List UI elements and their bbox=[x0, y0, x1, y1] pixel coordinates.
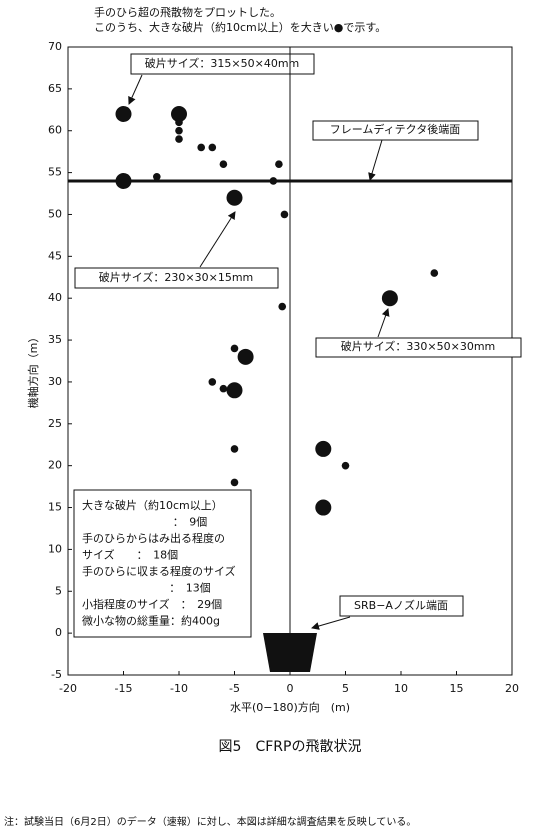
y-tick-label: 60 bbox=[48, 124, 62, 137]
summary-line: 手のひらに収まる程度のサイズ bbox=[82, 564, 236, 578]
arrow bbox=[311, 616, 351, 630]
point bbox=[230, 445, 239, 453]
y-tick-label: 0 bbox=[55, 626, 62, 639]
point bbox=[115, 172, 132, 189]
annotation: 破片サイズ：330×50×30mm bbox=[341, 339, 496, 353]
point bbox=[208, 378, 217, 386]
point bbox=[219, 160, 228, 169]
y-tick-label: 10 bbox=[48, 542, 62, 555]
header-line: このうち、大きな破片（約10cm以上）を大きい●で示す。 bbox=[94, 20, 386, 34]
summary-line: 小指程度のサイズ ： 29個 bbox=[82, 597, 222, 611]
annotation: SRB−Aノズル端面 bbox=[354, 598, 448, 612]
summary-box bbox=[73, 489, 252, 638]
y-tick-label: 45 bbox=[48, 249, 62, 262]
summary-line: ： 13個 bbox=[169, 582, 211, 595]
x-tick-label: -15 bbox=[115, 682, 133, 695]
footnote: 注：試験当日（6月2日）のデータ（速報）に対し、本図は詳細な調査結果を反映してい… bbox=[4, 815, 416, 828]
y-tick-label: -5 bbox=[51, 668, 62, 681]
annotation-box bbox=[74, 267, 279, 289]
y-tick-label: 35 bbox=[48, 333, 62, 346]
point bbox=[381, 290, 398, 307]
y-tick-label: 30 bbox=[48, 375, 62, 388]
point bbox=[171, 105, 187, 122]
reference-label: フレームディテクタ後端面 bbox=[330, 122, 460, 136]
y-tick-label: 50 bbox=[48, 207, 62, 220]
point bbox=[278, 302, 287, 311]
x-tick-label: -20 bbox=[59, 682, 77, 695]
x-tick-label: 0 bbox=[287, 682, 294, 695]
arrow bbox=[128, 74, 143, 105]
summary-line: サイズ ： 18個 bbox=[82, 548, 178, 562]
y-tick-label: 65 bbox=[48, 82, 62, 95]
point bbox=[230, 344, 239, 353]
x-tick-label: -10 bbox=[170, 682, 188, 695]
arrow bbox=[199, 211, 236, 268]
summary-line: 微小な物の総重量：約400g bbox=[82, 614, 220, 628]
header-line: 手のひら超の飛散物をプロットした。 bbox=[94, 5, 281, 19]
point bbox=[175, 118, 183, 127]
point bbox=[208, 143, 217, 152]
summary-line: 手のひらからはみ出る程度の bbox=[82, 531, 225, 545]
point bbox=[315, 440, 332, 457]
y-tick-label: 20 bbox=[48, 459, 62, 472]
y-tick-label: 15 bbox=[48, 501, 62, 514]
point bbox=[230, 478, 239, 487]
arrow bbox=[377, 308, 390, 338]
point bbox=[153, 172, 161, 181]
point bbox=[269, 177, 278, 185]
x-tick-label: 20 bbox=[505, 682, 519, 695]
point bbox=[226, 382, 243, 399]
caption: 図5 CFRPの飛散状況 bbox=[219, 739, 362, 755]
arrow bbox=[368, 139, 383, 181]
point bbox=[280, 210, 289, 219]
annotation-box bbox=[339, 595, 464, 617]
x-tick-label: 10 bbox=[394, 682, 408, 695]
annotation-box bbox=[130, 53, 315, 75]
annotation: 破片サイズ：315×50×40mm bbox=[145, 56, 300, 70]
point bbox=[115, 105, 132, 122]
point bbox=[315, 499, 332, 516]
annotation-box bbox=[315, 337, 522, 358]
x-tick-label: 5 bbox=[342, 682, 349, 695]
annotation-box bbox=[312, 120, 479, 141]
y-tick-label: 55 bbox=[48, 166, 62, 179]
y-tick-label: 5 bbox=[55, 584, 62, 597]
y-axis-label: 機軸方向（m） bbox=[26, 332, 40, 409]
point bbox=[275, 160, 283, 169]
y-tick-label: 25 bbox=[48, 417, 62, 430]
y-tick-label: 40 bbox=[48, 291, 62, 304]
point bbox=[341, 461, 350, 470]
point bbox=[430, 269, 439, 277]
point bbox=[219, 384, 228, 393]
y-tick-label: 70 bbox=[48, 40, 62, 53]
x-tick-label: -5 bbox=[229, 682, 240, 695]
summary-line: ： 9個 bbox=[173, 516, 208, 529]
point bbox=[175, 126, 183, 135]
annotation: 破片サイズ：230×30×15mm bbox=[99, 270, 254, 284]
point bbox=[237, 348, 254, 365]
point bbox=[175, 135, 183, 143]
summary-line: 大きな破片（約10cm以上） bbox=[82, 498, 223, 512]
x-tick-label: 15 bbox=[450, 682, 464, 695]
point bbox=[197, 143, 205, 152]
point bbox=[226, 189, 243, 206]
x-axis-label: 水平(0−180)方向 (m) bbox=[230, 700, 350, 714]
